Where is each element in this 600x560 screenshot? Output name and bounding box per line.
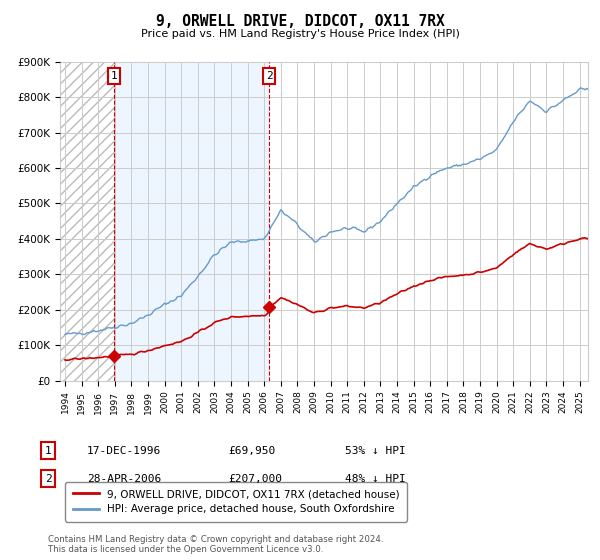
Text: 17-DEC-1996: 17-DEC-1996 [87,446,161,456]
Legend: 9, ORWELL DRIVE, DIDCOT, OX11 7RX (detached house), HPI: Average price, detached: 9, ORWELL DRIVE, DIDCOT, OX11 7RX (detac… [65,482,407,521]
Text: 1: 1 [44,446,52,456]
Text: 2: 2 [44,474,52,484]
Text: Price paid vs. HM Land Registry's House Price Index (HPI): Price paid vs. HM Land Registry's House … [140,29,460,39]
Text: £69,950: £69,950 [228,446,275,456]
Bar [114,62,269,381]
Text: £207,000: £207,000 [228,474,282,484]
Text: 9, ORWELL DRIVE, DIDCOT, OX11 7RX: 9, ORWELL DRIVE, DIDCOT, OX11 7RX [155,14,445,29]
Text: 48% ↓ HPI: 48% ↓ HPI [345,474,406,484]
Text: 28-APR-2006: 28-APR-2006 [87,474,161,484]
Text: 1: 1 [111,71,118,81]
Text: Contains HM Land Registry data © Crown copyright and database right 2024.
This d: Contains HM Land Registry data © Crown c… [48,535,383,554]
Text: 2: 2 [266,71,272,81]
Bar [60,62,114,381]
Text: 53% ↓ HPI: 53% ↓ HPI [345,446,406,456]
